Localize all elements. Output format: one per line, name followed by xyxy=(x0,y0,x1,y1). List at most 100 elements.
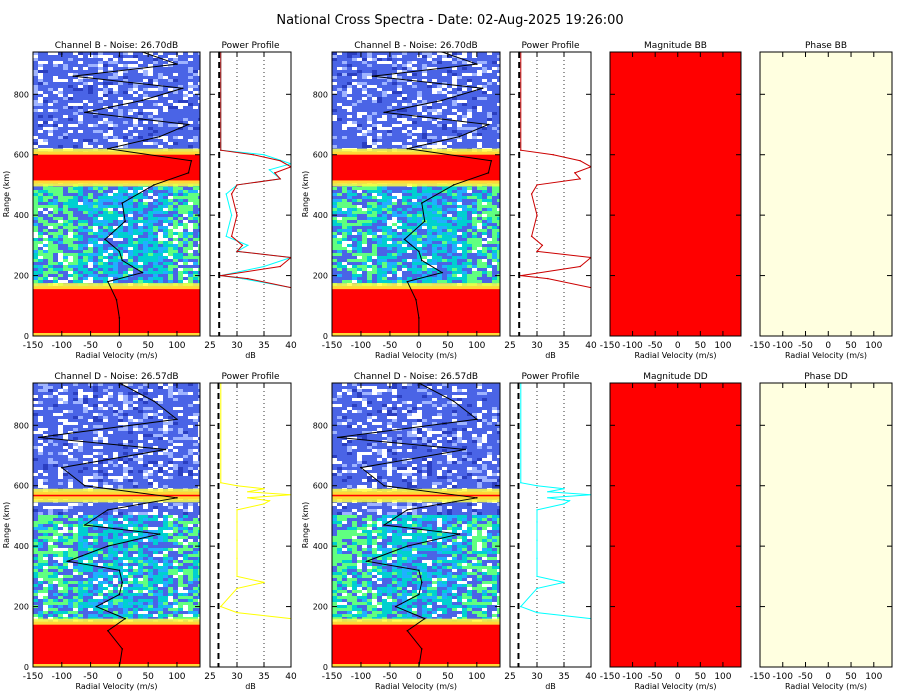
texture-cell xyxy=(83,220,88,223)
texture-cell xyxy=(412,67,417,70)
texture-cell xyxy=(382,187,387,190)
power-point xyxy=(552,154,554,156)
texture-cell xyxy=(108,55,113,58)
texture-cell xyxy=(153,578,158,581)
texture-cell xyxy=(492,259,497,262)
texture-cell xyxy=(118,238,123,241)
texture-cell xyxy=(108,235,113,238)
texture-cell xyxy=(158,52,163,55)
texture-cell xyxy=(58,280,63,283)
texture-cell xyxy=(93,614,98,617)
texture-cell xyxy=(58,617,63,620)
texture-cell xyxy=(352,280,357,283)
panel-frame xyxy=(209,51,292,337)
texture-cell xyxy=(198,536,200,539)
texture-cell xyxy=(482,214,487,217)
texture-cell xyxy=(123,602,128,605)
texture-cell xyxy=(188,76,193,79)
texture-cell xyxy=(198,190,200,193)
texture-cell xyxy=(158,470,163,473)
texture-cell xyxy=(362,253,367,256)
texture-cell xyxy=(442,259,447,262)
texture-cell xyxy=(173,79,178,82)
texture-cell xyxy=(48,193,53,196)
texture-cell xyxy=(198,542,200,545)
texture-cell xyxy=(168,605,173,608)
texture-cell xyxy=(73,265,78,268)
texture-cell xyxy=(38,401,43,404)
texture-cell xyxy=(123,398,128,401)
texture-cell xyxy=(357,199,362,202)
texture-cell xyxy=(63,211,68,214)
texture-cell xyxy=(123,232,128,235)
texture-cell xyxy=(387,220,392,223)
texture-cell xyxy=(63,524,68,527)
texture-cell xyxy=(83,407,88,410)
texture-cell xyxy=(487,196,492,199)
texture-cell xyxy=(58,587,63,590)
texture-cell xyxy=(377,244,382,247)
texture-cell xyxy=(48,52,53,55)
texture-cell xyxy=(83,398,88,401)
texture-cell xyxy=(198,551,200,554)
texture-cell xyxy=(407,247,412,250)
texture-cell xyxy=(427,190,432,193)
texture-cell xyxy=(93,602,98,605)
texture-cell xyxy=(88,109,93,112)
texture-cell xyxy=(482,205,487,208)
texture-cell xyxy=(33,253,38,256)
texture-cell xyxy=(188,533,193,536)
texture-cell xyxy=(367,190,372,193)
texture-cell xyxy=(68,97,73,100)
texture-cell xyxy=(78,470,83,473)
texture-cell xyxy=(33,539,38,542)
texture-cell xyxy=(367,253,372,256)
texture-cell xyxy=(188,241,193,244)
texture-cell xyxy=(43,247,48,250)
texture-cell xyxy=(108,211,113,214)
texture-cell xyxy=(367,73,372,76)
texture-cell xyxy=(123,446,128,449)
texture-cell xyxy=(128,235,133,238)
texture-cell xyxy=(457,190,462,193)
texture-cell xyxy=(372,238,377,241)
texture-cell xyxy=(93,217,98,220)
texture-cell xyxy=(457,205,462,208)
texture-cell xyxy=(98,223,103,226)
texture-cell xyxy=(48,458,53,461)
texture-cell xyxy=(83,425,88,428)
texture-cell xyxy=(422,118,427,121)
texture-cell xyxy=(113,602,118,605)
texture-cell xyxy=(93,590,98,593)
texture-cell xyxy=(163,524,168,527)
texture-cell xyxy=(168,521,173,524)
texture-cell xyxy=(467,79,472,82)
texture-cell xyxy=(38,268,43,271)
texture-cell xyxy=(362,265,367,268)
texture-cell xyxy=(462,256,467,259)
texture-cell xyxy=(342,136,347,139)
texture-cell xyxy=(38,452,43,455)
texture-cell xyxy=(492,190,497,193)
texture-cell xyxy=(38,100,43,103)
texture-cell xyxy=(83,253,88,256)
texture-cell xyxy=(168,229,173,232)
texture-cell xyxy=(108,61,113,64)
texture-cell xyxy=(88,395,93,398)
texture-cell xyxy=(188,554,193,557)
texture-cell xyxy=(178,199,183,202)
texture-cell xyxy=(183,241,188,244)
texture-cell xyxy=(143,569,148,572)
texture-cell xyxy=(93,389,98,392)
texture-cell xyxy=(158,398,163,401)
texture-cell xyxy=(407,235,412,238)
texture-cell xyxy=(168,268,173,271)
texture-cell xyxy=(68,223,73,226)
texture-cell xyxy=(402,211,407,214)
texture-cell xyxy=(198,563,200,566)
texture-cell xyxy=(163,193,168,196)
texture-cell xyxy=(477,223,482,226)
texture-cell xyxy=(103,55,108,58)
texture-cell xyxy=(78,265,83,268)
texture-cell xyxy=(63,235,68,238)
